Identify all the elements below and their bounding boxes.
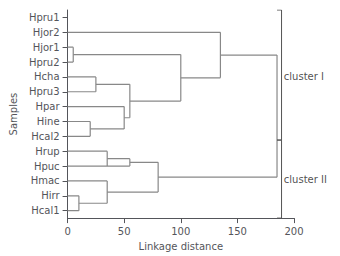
svg-text:Hjor2: Hjor2 <box>33 27 60 38</box>
svg-text:Hcal1: Hcal1 <box>31 205 59 216</box>
svg-text:50: 50 <box>118 226 131 237</box>
svg-text:Hcha: Hcha <box>34 71 59 82</box>
svg-text:Hpru2: Hpru2 <box>29 57 60 68</box>
svg-text:Linkage distance: Linkage distance <box>139 241 223 252</box>
svg-text:cluster I: cluster I <box>284 71 324 82</box>
svg-text:0: 0 <box>64 226 70 237</box>
svg-text:Hpuc: Hpuc <box>34 161 60 172</box>
svg-text:Hpru3: Hpru3 <box>29 86 60 97</box>
svg-text:Hpru1: Hpru1 <box>29 12 60 23</box>
svg-text:Hcal2: Hcal2 <box>31 131 59 142</box>
svg-text:100: 100 <box>171 226 190 237</box>
svg-text:cluster II: cluster II <box>284 174 327 185</box>
svg-text:Hjor1: Hjor1 <box>33 42 60 53</box>
svg-text:Samples: Samples <box>8 93 19 136</box>
svg-text:150: 150 <box>228 226 247 237</box>
svg-text:200: 200 <box>284 226 303 237</box>
svg-text:Hirr: Hirr <box>41 190 60 201</box>
svg-text:Hmac: Hmac <box>31 175 60 186</box>
svg-text:Hrup: Hrup <box>35 146 59 157</box>
svg-text:Hine: Hine <box>37 116 60 127</box>
svg-text:Hpar: Hpar <box>35 101 60 112</box>
